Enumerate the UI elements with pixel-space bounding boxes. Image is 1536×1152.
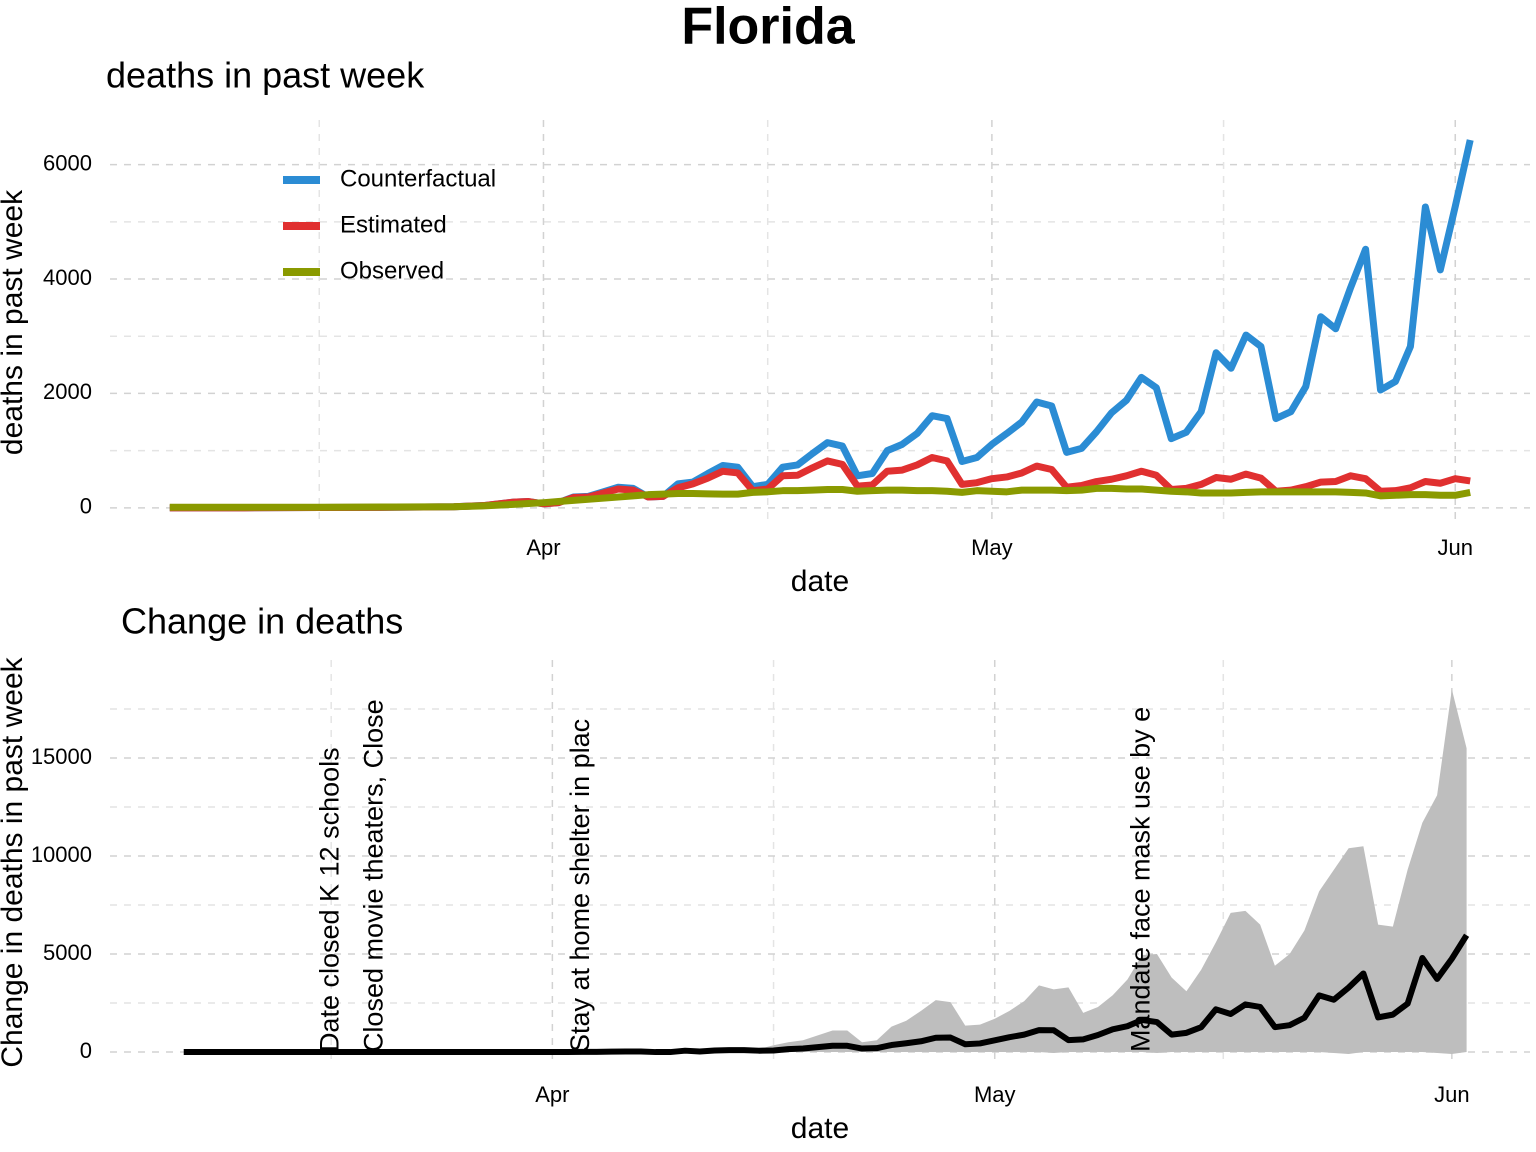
x-axis-label: date — [791, 565, 849, 598]
x-axis-label: date — [791, 1112, 849, 1145]
y-tick-label: 2000 — [43, 379, 92, 404]
legend-label: Observed — [340, 257, 444, 284]
chart-title: Florida — [681, 0, 855, 56]
annotation-group: Date closed K 12 schools Closed movie the… — [314, 699, 1155, 1052]
y-tick-label: 4000 — [43, 265, 92, 290]
confidence-band — [183, 689, 1467, 1055]
x-tick-label: Apr — [535, 1082, 569, 1107]
y-tick-label: 6000 — [43, 150, 92, 175]
y-tick-label: 0 — [80, 1038, 92, 1063]
x-tick-label: May — [971, 535, 1013, 560]
series-line — [169, 484, 1471, 511]
y-tick-label: 10000 — [31, 842, 92, 867]
legend-label: Counterfactual — [340, 165, 496, 192]
y-axis-label: deaths in past week — [0, 189, 29, 455]
annotation: Stay at home shelter in plac — [565, 719, 595, 1052]
y-tick-label: 5000 — [43, 940, 92, 965]
subtitle: Change in deaths — [121, 601, 403, 642]
y-tick-label: 15000 — [31, 744, 92, 769]
annotation: Date closed K 12 schools — [314, 747, 344, 1052]
legend-label: Estimated — [340, 211, 447, 238]
x-tick-label: Jun — [1434, 1082, 1469, 1107]
x-tick-label: Apr — [526, 535, 560, 560]
annotation: Mandate face mask use by e — [1125, 707, 1155, 1052]
subtitle: deaths in past week — [106, 55, 425, 96]
y-tick-label: 0 — [80, 494, 92, 519]
x-tick-label: May — [974, 1082, 1016, 1107]
series-line — [183, 933, 1470, 1056]
annotation: Closed movie theaters, Close — [359, 699, 389, 1052]
y-axis-label: Change in deaths in past week — [0, 656, 29, 1067]
x-tick-label: Jun — [1438, 535, 1473, 560]
